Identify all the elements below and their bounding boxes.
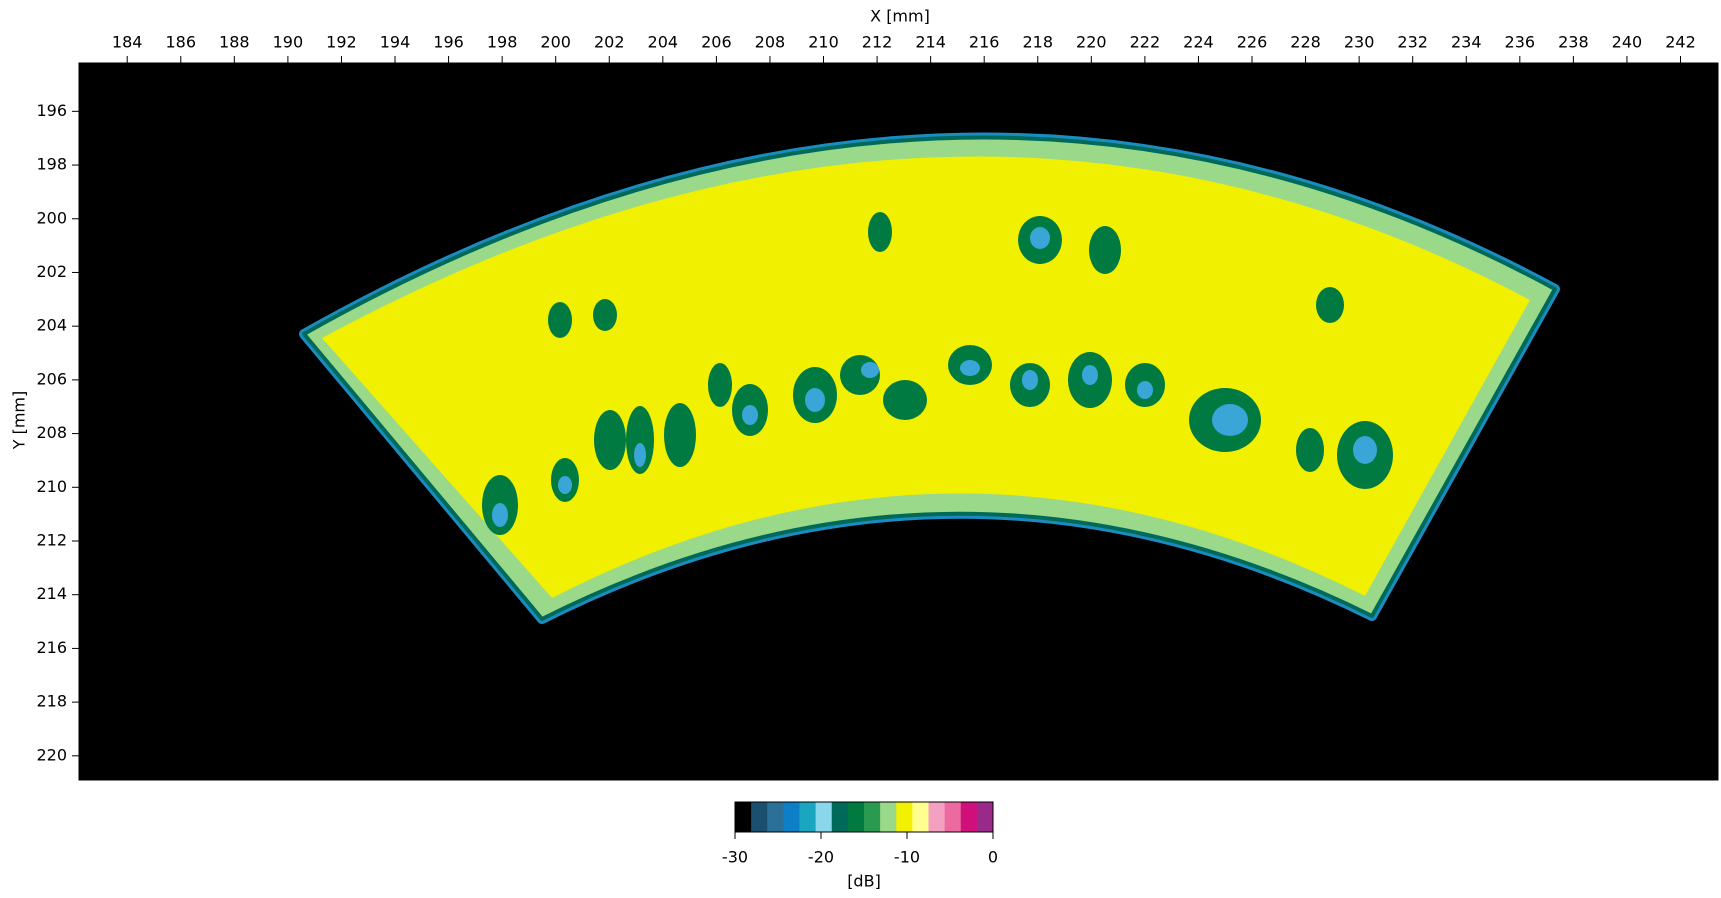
- colorbar-tick-label: -30: [722, 848, 748, 867]
- x-tick-label: 208: [755, 33, 786, 52]
- y-tick-label: 204: [36, 316, 67, 335]
- x-tick-label: 188: [219, 33, 250, 52]
- colorbar-swatch: [848, 802, 865, 832]
- y-tick-label: 210: [36, 477, 67, 496]
- colorbar-swatch: [896, 802, 913, 832]
- x-tick-label: 234: [1451, 33, 1482, 52]
- x-tick-label: 228: [1290, 33, 1321, 52]
- colorbar-swatch: [816, 802, 833, 832]
- x-tick-label: 240: [1612, 33, 1643, 52]
- colorbar-swatch: [767, 802, 784, 832]
- colorbar-swatch: [912, 802, 929, 832]
- colorbar-tick-label: 0: [988, 848, 998, 867]
- colorbar-swatch: [880, 802, 897, 832]
- x-tick-label: 236: [1505, 33, 1536, 52]
- y-tick-label: 198: [36, 155, 67, 174]
- colorbar-swatch: [783, 802, 800, 832]
- y-tick-label: 206: [36, 369, 67, 388]
- x-tick-label: 218: [1022, 33, 1053, 52]
- chart: X [mm] Y [mm] [dB] 184 186 188 190 192 194 196…: [0, 0, 1721, 898]
- x-tick-label: 238: [1558, 33, 1589, 52]
- y-tick-label: 200: [36, 208, 67, 227]
- colorbar-swatch: [751, 802, 768, 832]
- x-tick-label: 196: [433, 33, 464, 52]
- colorbar-swatch: [735, 802, 752, 832]
- y-tick-label: 218: [36, 692, 67, 711]
- x-tick-label: 226: [1237, 33, 1268, 52]
- x-tick-label: 232: [1397, 33, 1428, 52]
- x-tick-label: 222: [1130, 33, 1161, 52]
- colorbar-tick-label: -10: [894, 848, 920, 867]
- colorbar-swatch: [977, 802, 994, 832]
- y-tick-label: 202: [36, 262, 67, 281]
- colorbar-swatch: [945, 802, 962, 832]
- x-tick-label: 242: [1665, 33, 1696, 52]
- x-tick-label: 220: [1076, 33, 1107, 52]
- x-tick-label: 186: [165, 33, 196, 52]
- x-tick-label: 216: [969, 33, 1000, 52]
- colorbar-swatch: [961, 802, 978, 832]
- x-tick-label: 184: [112, 33, 143, 52]
- colorbar-swatch: [864, 802, 881, 832]
- x-tick-label: 198: [487, 33, 518, 52]
- y-tick-label: 196: [36, 101, 67, 120]
- x-tick-label: 202: [594, 33, 625, 52]
- x-tick-label: 206: [701, 33, 732, 52]
- x-tick-label: 224: [1183, 33, 1214, 52]
- y-tick-label: 220: [36, 745, 67, 764]
- colorbar-swatch: [929, 802, 946, 832]
- y-tick-label: 216: [36, 638, 67, 657]
- x-tick-label: 200: [540, 33, 571, 52]
- x-tick-label: 192: [326, 33, 357, 52]
- x-tick-label: 212: [862, 33, 893, 52]
- y-tick-label: 212: [36, 531, 67, 550]
- x-tick-label: 230: [1344, 33, 1375, 52]
- x-axis-title: X [mm]: [870, 7, 930, 26]
- colorbar-swatch: [832, 802, 849, 832]
- colorbar-tick-label: -20: [808, 848, 834, 867]
- colorbar-label: [dB]: [847, 872, 881, 891]
- x-tick-label: 210: [808, 33, 839, 52]
- y-tick-label: 208: [36, 423, 67, 442]
- y-axis-title: Y [mm]: [10, 391, 29, 451]
- x-tick-label: 190: [273, 33, 304, 52]
- colorbar-swatch: [800, 802, 817, 832]
- x-tick-label: 204: [648, 33, 679, 52]
- x-tick-label: 214: [915, 33, 946, 52]
- x-tick-label: 194: [380, 33, 411, 52]
- y-tick-label: 214: [36, 584, 67, 603]
